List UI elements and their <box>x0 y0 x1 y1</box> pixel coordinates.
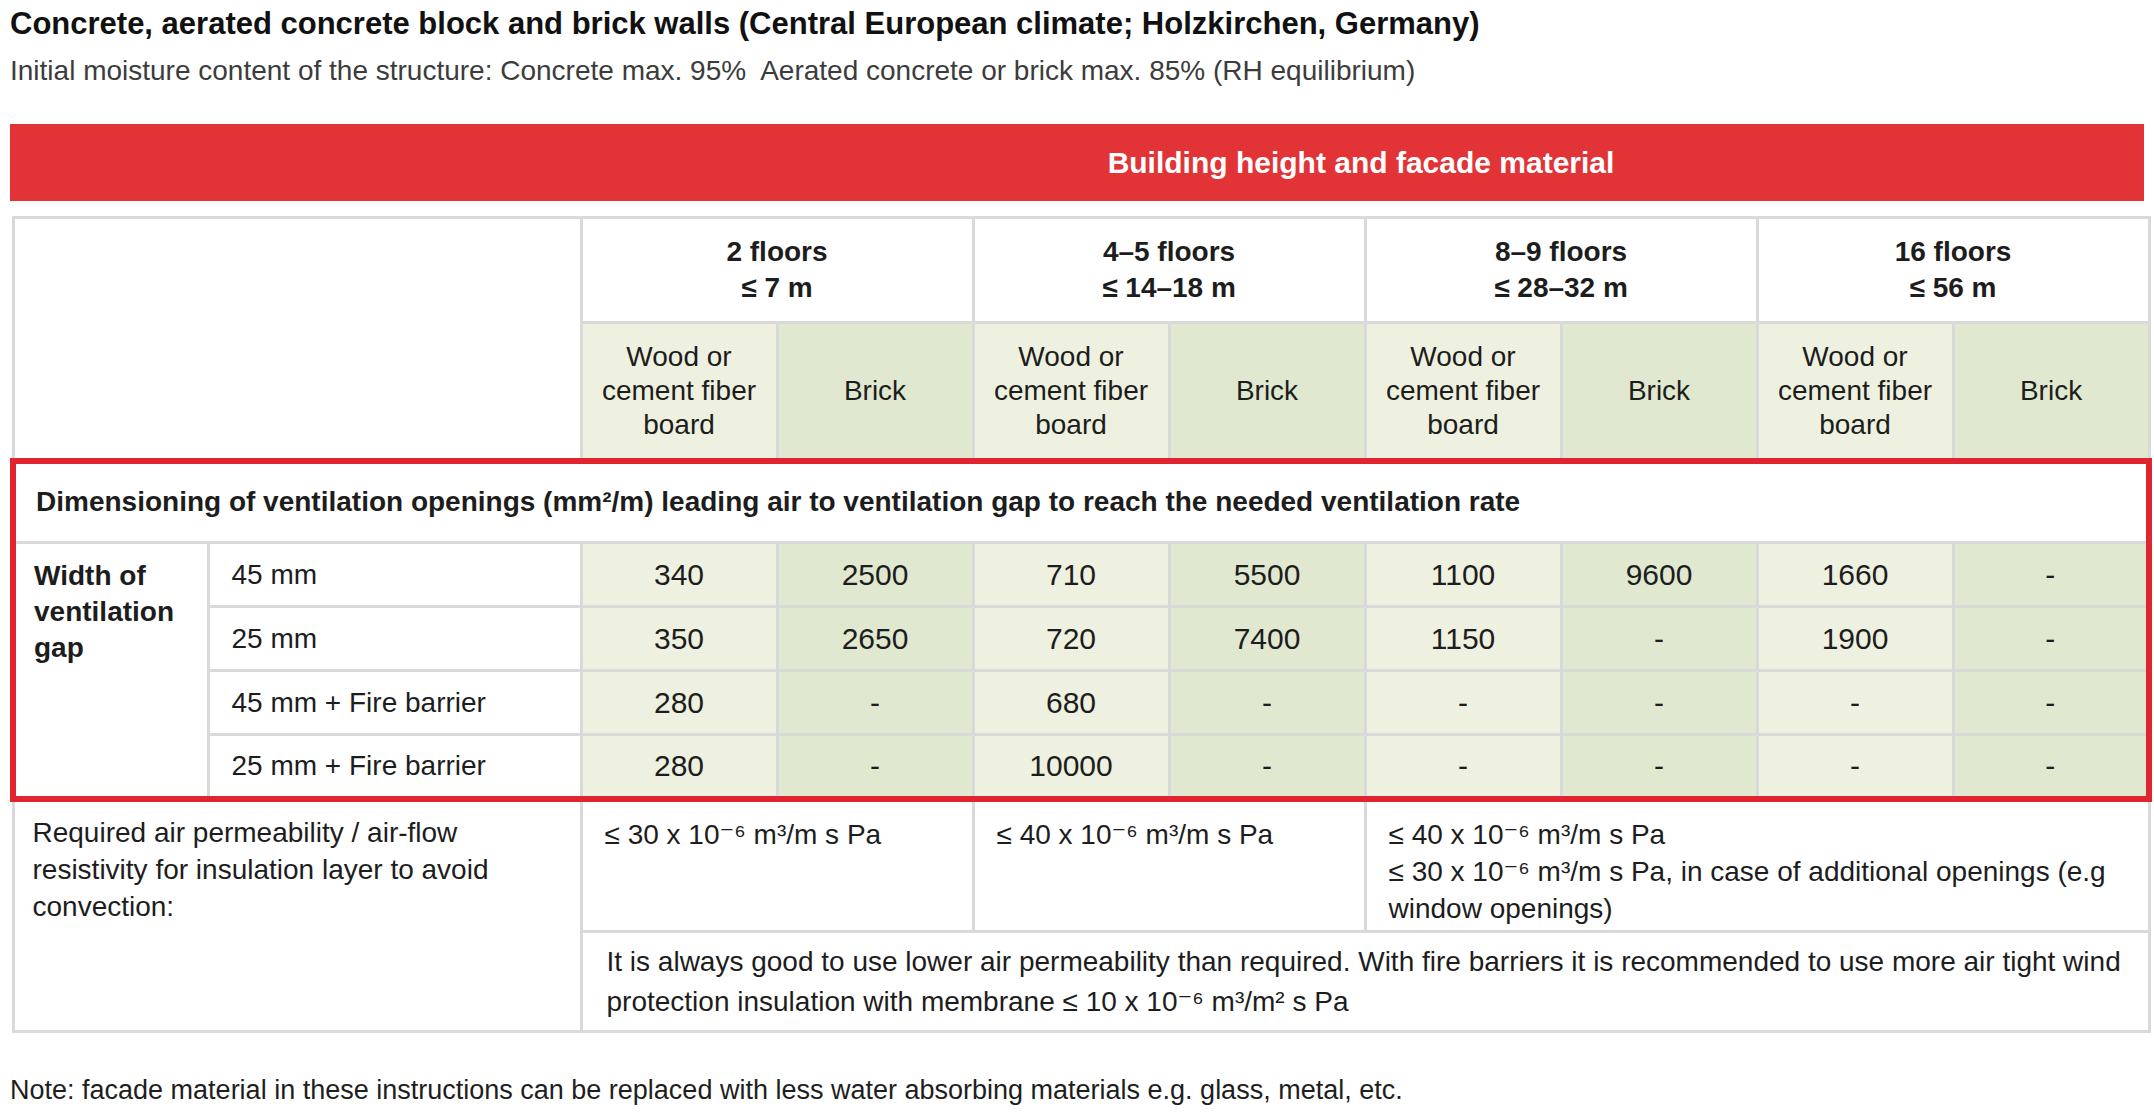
value-cell: - <box>1561 607 1757 671</box>
row-label: 45 mm + Fire barrier <box>208 671 581 735</box>
value-cell: 350 <box>581 607 777 671</box>
value-cell: - <box>1169 735 1365 799</box>
banner-label: Building height and facade material <box>1108 146 1615 180</box>
section-header-row: Dimensioning of ventilation openings (mm… <box>13 461 2149 543</box>
material-header: Wood or cement fiber board <box>1757 323 1953 461</box>
value-cell: - <box>1953 543 2149 607</box>
material-header: Brick <box>1561 323 1757 461</box>
recommendation-text: It is always good to use lower air perme… <box>581 932 2149 1032</box>
floor-group-2: 2 floors ≤ 7 m <box>581 218 973 323</box>
value-cell: 720 <box>973 607 1169 671</box>
value-cell: - <box>1953 735 2149 799</box>
table-row: 45 mm + Fire barrier 280 - 680 - - - - - <box>13 671 2149 735</box>
section-header: Dimensioning of ventilation openings (mm… <box>13 461 2149 543</box>
footnote: Note: facade material in these instructi… <box>10 1075 2154 1106</box>
value-cell: - <box>1561 671 1757 735</box>
material-header: Brick <box>1169 323 1365 461</box>
permeability-value: ≤ 30 x 10⁻⁶ m³/m s Pa <box>581 799 973 932</box>
table-row: 25 mm + Fire barrier 280 - 10000 - - - -… <box>13 735 2149 799</box>
floor-count: 8–9 floors <box>1368 234 1755 270</box>
page-subtitle: Initial moisture content of the structur… <box>10 54 2154 88</box>
material-header: Wood or cement fiber board <box>581 323 777 461</box>
floor-height: ≤ 14–18 m <box>976 270 1363 306</box>
value-cell: 2650 <box>777 607 973 671</box>
floor-header-row: 2 floors ≤ 7 m 4–5 floors ≤ 14–18 m 8–9 … <box>13 218 2149 323</box>
value-cell: - <box>1365 671 1561 735</box>
floor-group-4-5: 4–5 floors ≤ 14–18 m <box>973 218 1365 323</box>
value-cell: - <box>777 671 973 735</box>
table-row: 25 mm 350 2650 720 7400 1150 - 1900 - <box>13 607 2149 671</box>
value-cell: 2500 <box>777 543 973 607</box>
permeability-label: Required air permeability / air-flow res… <box>13 799 581 1032</box>
floor-group-8-9: 8–9 floors ≤ 28–32 m <box>1365 218 1757 323</box>
ventilation-table: 2 floors ≤ 7 m 4–5 floors ≤ 14–18 m 8–9 … <box>10 216 2152 1033</box>
value-cell: 1660 <box>1757 543 1953 607</box>
floor-count: 4–5 floors <box>976 234 1363 270</box>
material-header: Wood or cement fiber board <box>1365 323 1561 461</box>
value-cell: 1900 <box>1757 607 1953 671</box>
floor-count: 2 floors <box>584 234 971 270</box>
material-header: Brick <box>777 323 973 461</box>
value-cell: - <box>1169 671 1365 735</box>
value-cell: - <box>1757 671 1953 735</box>
value-cell: 280 <box>581 671 777 735</box>
value-cell: - <box>1953 607 2149 671</box>
floor-height: ≤ 28–32 m <box>1368 270 1755 306</box>
value-cell: - <box>1365 735 1561 799</box>
value-cell: - <box>777 735 973 799</box>
value-cell: - <box>1953 671 2149 735</box>
row-group-label: Width of ventilation gap <box>13 543 208 799</box>
permeability-row: Required air permeability / air-flow res… <box>13 799 2149 932</box>
material-header: Wood or cement fiber board <box>973 323 1169 461</box>
floor-height: ≤ 56 m <box>1760 270 2147 306</box>
row-label: 45 mm <box>208 543 581 607</box>
value-cell: 9600 <box>1561 543 1757 607</box>
row-label: 25 mm <box>208 607 581 671</box>
corner-cell <box>13 218 581 461</box>
permeability-value: ≤ 40 x 10⁻⁶ m³/m s Pa ≤ 30 x 10⁻⁶ m³/m s… <box>1365 799 2149 932</box>
value-cell: 7400 <box>1169 607 1365 671</box>
value-cell: - <box>1561 735 1757 799</box>
value-cell: 10000 <box>973 735 1169 799</box>
value-cell: 710 <box>973 543 1169 607</box>
value-cell: 340 <box>581 543 777 607</box>
building-height-banner: Building height and facade material <box>10 124 2144 201</box>
value-cell: 280 <box>581 735 777 799</box>
permeability-value: ≤ 40 x 10⁻⁶ m³/m s Pa <box>973 799 1365 932</box>
value-cell: 1150 <box>1365 607 1561 671</box>
value-cell: - <box>1757 735 1953 799</box>
row-label: 25 mm + Fire barrier <box>208 735 581 799</box>
value-cell: 1100 <box>1365 543 1561 607</box>
floor-count: 16 floors <box>1760 234 2147 270</box>
floor-height: ≤ 7 m <box>584 270 971 306</box>
floor-group-16: 16 floors ≤ 56 m <box>1757 218 2149 323</box>
value-cell: 5500 <box>1169 543 1365 607</box>
table-row: Width of ventilation gap 45 mm 340 2500 … <box>13 543 2149 607</box>
material-header: Brick <box>1953 323 2149 461</box>
value-cell: 680 <box>973 671 1169 735</box>
page-title: Concrete, aerated concrete block and bri… <box>10 6 2154 42</box>
